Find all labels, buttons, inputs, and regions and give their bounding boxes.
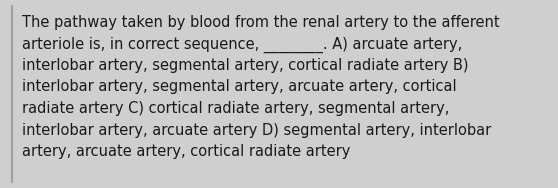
Text: interlobar artery, segmental artery, arcuate artery, cortical: interlobar artery, segmental artery, arc… (22, 80, 456, 95)
Text: interlobar artery, segmental artery, cortical radiate artery B): interlobar artery, segmental artery, cor… (22, 58, 469, 73)
Text: arteriole is, in correct sequence, ________. A) arcuate artery,: arteriole is, in correct sequence, _____… (22, 36, 462, 53)
Text: artery, arcuate artery, cortical radiate artery: artery, arcuate artery, cortical radiate… (22, 144, 350, 159)
Text: The pathway taken by blood from the renal artery to the afferent: The pathway taken by blood from the rena… (22, 15, 499, 30)
Text: radiate artery C) cortical radiate artery, segmental artery,: radiate artery C) cortical radiate arter… (22, 101, 449, 116)
Text: interlobar artery, arcuate artery D) segmental artery, interlobar: interlobar artery, arcuate artery D) seg… (22, 123, 491, 137)
